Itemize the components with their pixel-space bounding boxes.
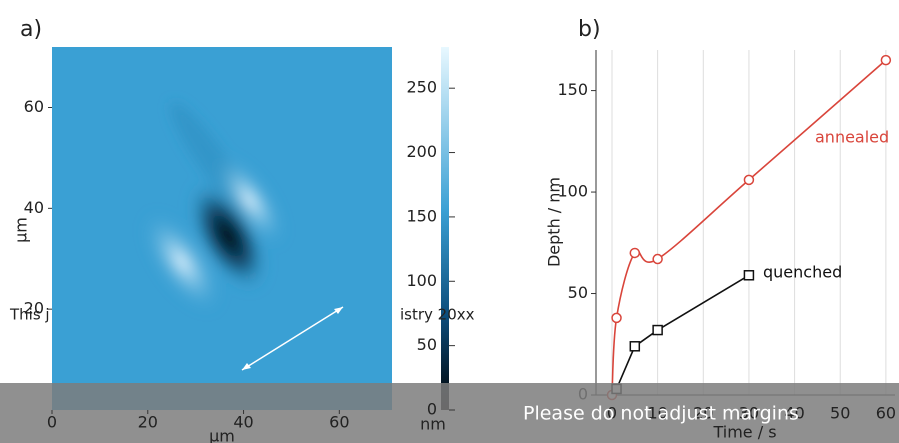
colorbar-tick-label: 150 — [406, 206, 437, 225]
y-tick-label: 150 — [557, 80, 588, 99]
y-tick-label: 100 — [557, 182, 588, 201]
x-axis-label: µm — [209, 427, 235, 443]
colorbar-tick-label: 200 — [406, 142, 437, 161]
colorbar-tick-label: 0 — [427, 400, 437, 419]
marker — [652, 324, 663, 336]
colorbar — [441, 47, 449, 410]
x-tick-label: 40 — [784, 404, 804, 423]
watermark: This j — [9, 306, 50, 324]
watermark: istry 20xx — [400, 306, 475, 324]
y-tick-label: 40 — [24, 198, 44, 217]
marker — [743, 270, 755, 281]
series-label: quenched — [763, 263, 842, 282]
x-tick-label: 30 — [739, 404, 759, 423]
y-axis-label: µm — [12, 217, 31, 243]
x-tick-label: 40 — [233, 413, 253, 432]
banner-bg — [0, 383, 899, 443]
x-tick-label: 60 — [329, 413, 349, 432]
series-line — [615, 274, 750, 390]
y-axis-label: Depth / nm — [545, 177, 564, 267]
marker — [652, 253, 663, 265]
marker — [629, 247, 641, 259]
x-tick-label: 0 — [607, 404, 617, 423]
panel-label: a) — [20, 17, 42, 42]
marker — [629, 341, 641, 352]
colorbar-label: nm — [420, 415, 446, 434]
y-tick-label: 20 — [24, 299, 44, 318]
panel-label: b) — [578, 17, 601, 42]
x-tick-label: 50 — [830, 404, 850, 423]
y-tick-label: 60 — [24, 97, 44, 116]
x-tick-label: 10 — [647, 404, 667, 423]
banner: Please do not adjust margins — [523, 403, 799, 425]
colorbar-tick-label: 250 — [406, 78, 437, 97]
x-axis-label: Time / s — [712, 423, 776, 442]
afm-image — [52, 47, 392, 410]
colorbar-tick-label: 100 — [406, 271, 437, 290]
colorbar-tick-label: 50 — [417, 335, 437, 354]
x-tick-label: 60 — [876, 404, 896, 423]
marker — [611, 312, 622, 324]
x-tick-label: 0 — [47, 413, 57, 432]
x-tick-label: 20 — [138, 413, 158, 432]
marker — [743, 174, 755, 186]
marker — [880, 54, 892, 66]
x-tick-label: 20 — [693, 404, 713, 423]
y-tick-label: 50 — [568, 283, 588, 302]
series-label: annealed — [815, 128, 889, 147]
